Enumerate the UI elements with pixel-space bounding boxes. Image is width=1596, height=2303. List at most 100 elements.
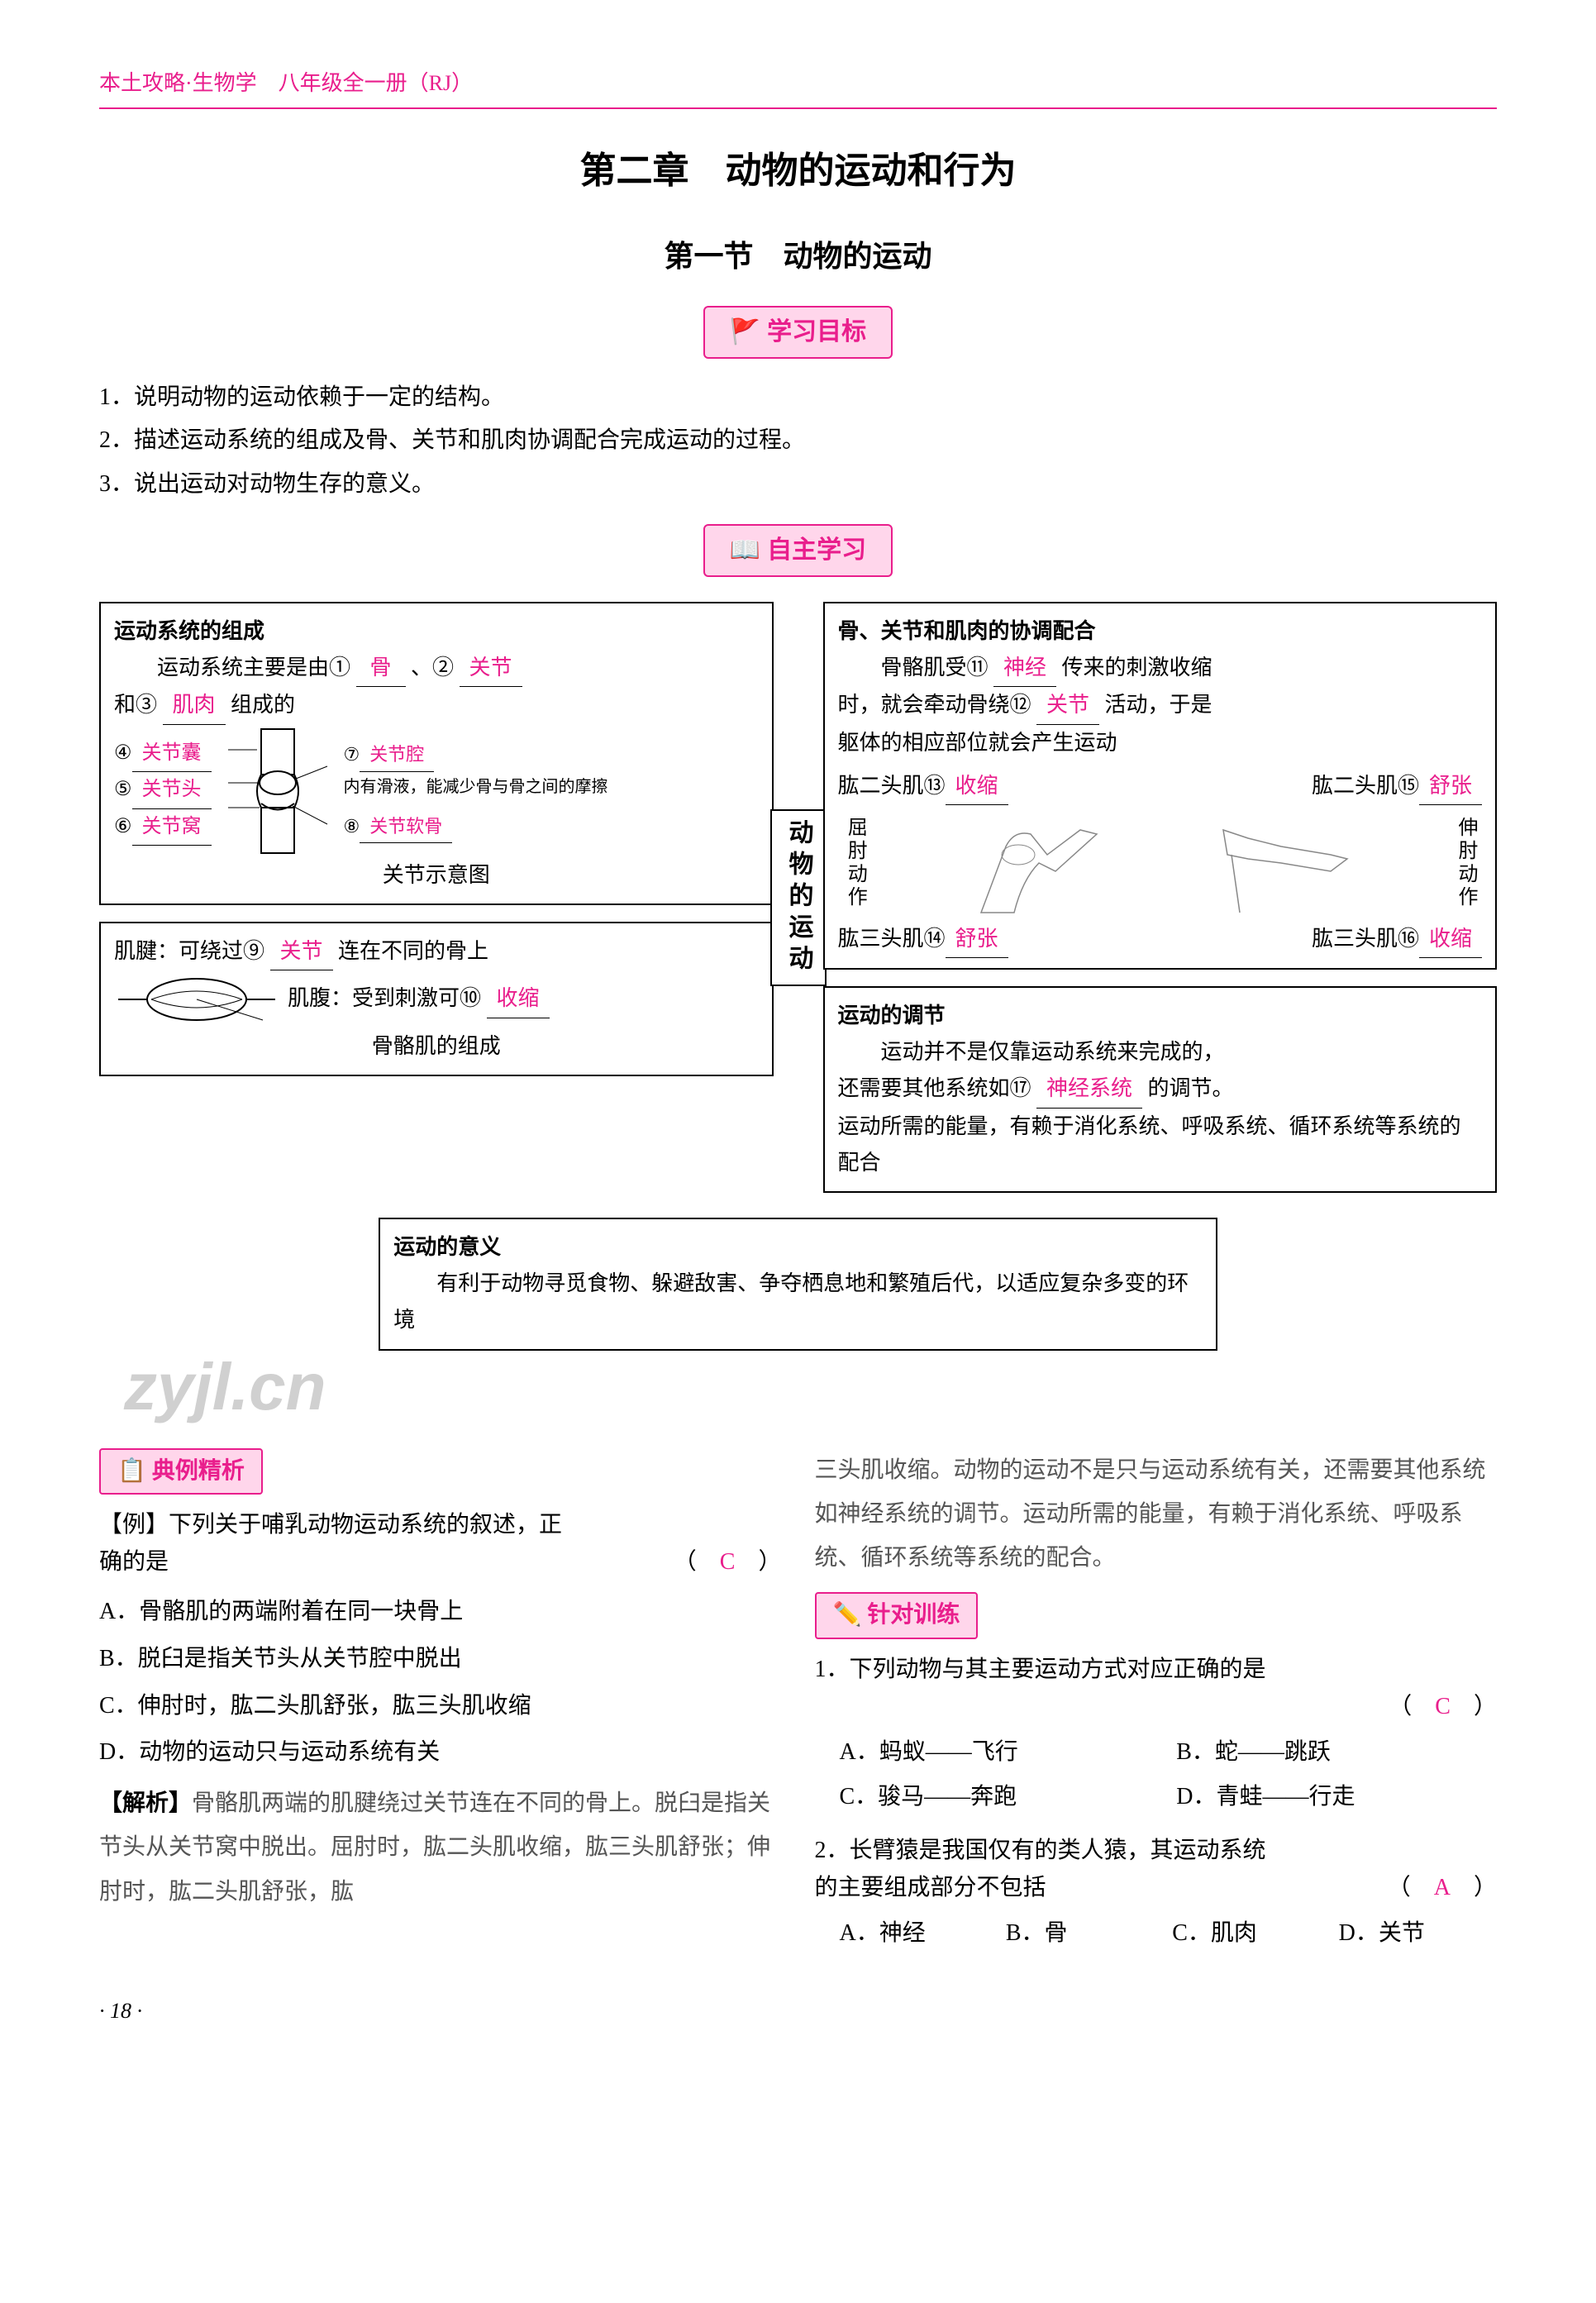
ans14: 舒张 [946,921,1008,958]
pr: ） [1451,1694,1497,1719]
practice-q1: 1．下列动物与其主要运动方式对应正确的是 （ C ） A．蚂蚁——飞行 B．蛇—… [815,1652,1498,1816]
box-coordination: 骨、关节和肌肉的协调配合 骨骼肌受⑪ 神经 传来的刺激收缩 时，就会牵动骨绕⑫ … [823,602,1498,970]
n4: ④ [114,742,132,764]
joint-svg [220,725,336,857]
triceps-row: 肱三头肌⑭舒张 肱三头肌⑯收缩 [838,921,1483,958]
joint-caption: 关节示意图 [114,857,759,894]
q2-stem2: 的主要组成部分不包括 [815,1870,1046,1907]
box2-line1: 肌腱：可绕过⑨ 关节 连在不同的骨上 [114,933,759,970]
example-heading: 典例精析 [99,1448,263,1495]
pl: （ [674,1549,720,1575]
joint-right-labels: ⑦关节腔 内有滑液，能减少骨与骨之间的摩擦 ⑧关节软骨 [344,738,608,843]
t: 骨骼肌受⑪ [838,656,989,679]
ans6: 关节窝 [132,809,212,846]
q2-D: D．关节 [1339,1915,1497,1953]
ex-paren: （ C ） [674,1544,782,1581]
q2-A: A．神经 [840,1915,998,1953]
ans12: 关节 [1036,687,1099,724]
ex-optB: B．脱臼是指关节头从关节腔中脱出 [99,1641,782,1678]
box3-l3: 躯体的相应部位就会产生运动 [838,725,1483,761]
box1-title: 运动系统的组成 [114,613,759,650]
t: 肌腹：受到刺激可⑩ [288,986,481,1010]
ex-answer: C [720,1549,736,1575]
q2-stem2-row: 的主要组成部分不包括 （ A ） [815,1870,1498,1907]
box4-l3: 运动所需的能量，有赖于消化系统、呼吸系统、循环系统等系统的配合 [838,1109,1483,1181]
t7b: 内有滑液，能减少骨与骨之间的摩擦 [344,772,608,802]
t: 传来的刺激收缩 [1062,656,1212,679]
t: 肱二头肌⑬ [838,774,946,798]
t: 和③ [114,693,157,717]
q1-paren: （ C ） [1389,1689,1497,1726]
box5-l1: 有利于动物寻觅食物、躲避敌害、争夺栖息地和繁殖后代，以适应复杂多变的环境 [393,1266,1203,1338]
q1-paren-row: （ C ） [815,1689,1498,1726]
ex-stem2-row: 确的是 （ C ） [99,1544,782,1581]
left-column: 典例精析 【例】下列关于哺乳动物运动系统的叙述，正 确的是 （ C ） A．骨骼… [99,1448,782,1969]
t: 运动系统主要是由① [114,656,350,679]
concept-map-left: 运动系统的组成 运动系统主要是由① 骨 、② 关节 和③ 肌肉 组成的 ④关节囊… [99,602,774,1193]
t: 时，就会牵动骨绕⑫ [838,693,1031,717]
page-number: · 18 · [99,1994,1497,2029]
ans1: 骨 [356,650,406,687]
q1-D: D．青蛙——行走 [1176,1779,1497,1816]
ans7: 关节腔 [360,738,434,772]
t: 肱三头肌⑯ [1312,927,1419,951]
example-question: 【例】下列关于哺乳动物运动系统的叙述，正 确的是 （ C ） [99,1507,782,1581]
objectives-label: 学习目标 [703,306,893,359]
practice-heading: 针对训练 [815,1592,979,1639]
q2-B: B．骨 [1006,1915,1164,1953]
biceps-row: 肱二头肌⑬收缩 肱二头肌⑮舒张 [838,768,1483,805]
q1-stem: 1．下列动物与其主要运动方式对应正确的是 [815,1652,1498,1689]
q1-B: B．蛇——跳跃 [1176,1734,1497,1771]
example-options: A．骨骼肌的两端附着在同一块骨上 B．脱臼是指关节头从关节腔中脱出 C．伸肘时，… [99,1594,782,1771]
ans3: 肌肉 [163,687,226,724]
box4-title: 运动的调节 [838,998,1483,1034]
pl: （ [1388,1875,1434,1900]
box-regulation: 运动的调节 运动并不是仅靠运动系统来完成的， 还需要其他系统如⑰ 神经系统 的调… [823,986,1498,1193]
analysis-label: 【解析】 [99,1790,192,1816]
q2-stem1: 2．长臂猿是我国仅有的类人猿，其运动系统 [815,1833,1498,1870]
practice-q2: 2．长臂猿是我国仅有的类人猿，其运动系统 的主要组成部分不包括 （ A ） A．… [815,1833,1498,1952]
section-title: 第一节 动物的运动 [99,233,1497,281]
box4-l2: 还需要其他系统如⑰ 神经系统 的调节。 [838,1070,1483,1108]
t: 还需要其他系统如⑰ [838,1076,1031,1100]
q2-paren: （ A ） [1388,1870,1497,1907]
n5: ⑤ [114,779,132,800]
ans9: 关节 [270,933,333,970]
objectives-list: 1．说明动物的运动依赖于一定的结构。 2．描述运动系统的组成及骨、关节和肌肉协调… [99,379,1497,503]
box1-line2: 和③ 肌肉 组成的 [114,687,759,724]
objective-2: 2．描述运动系统的组成及骨、关节和肌肉协调配合完成运动的过程。 [99,422,1497,460]
right-column: 三头肌收缩。动物的运动不是只与运动系统有关，还需要其他系统如神经系统的调节。运动… [815,1448,1498,1969]
analysis-text: 骨骼肌两端的肌腱绕过关节连在不同的骨上。脱臼是指关节头从关节窝中脱出。屈肘时，肱… [99,1790,770,1904]
ans16: 收缩 [1419,921,1482,958]
pr: ） [735,1549,781,1575]
concept-map-center: 动物的运动 [774,602,823,1193]
box3-title: 骨、关节和肌肉的协调配合 [838,613,1483,650]
box-significance: 运动的意义 有利于动物寻觅食物、躲避敌害、争夺栖息地和繁殖后代，以适应复杂多变的… [379,1218,1217,1351]
q1-answer: C [1435,1694,1451,1719]
muscle-svg [114,970,279,1028]
arm-extend-svg [1207,805,1355,921]
center-label: 动物的运动 [770,809,827,986]
two-column-area: 典例精析 【例】下列关于哺乳动物运动系统的叙述，正 确的是 （ C ） A．骨骼… [99,1448,1497,1969]
objective-3: 3．说出运动对动物生存的意义。 [99,466,1497,503]
box5-title: 运动的意义 [393,1229,1203,1266]
box-skeletal-muscle: 肌腱：可绕过⑨ 关节 连在不同的骨上 肌腹：受到刺激可⑩ 收缩 骨骼肌 [99,922,774,1076]
joint-diagram: ④关节囊 ⑤关节头 ⑥关节窝 ⑦关节腔 [114,725,759,857]
ans17: 神经系统 [1036,1070,1142,1108]
concept-map: 运动系统的组成 运动系统主要是由① 骨 、② 关节 和③ 肌肉 组成的 ④关节囊… [99,602,1497,1193]
pr: ） [1451,1875,1497,1900]
ans13: 收缩 [946,768,1008,805]
box4-l1: 运动并不是仅靠运动系统来完成的， [838,1034,1483,1070]
book-header: 本土攻略·生物学 八年级全一册（RJ） [99,66,1497,109]
arm-diagram-row: 屈肘动作 伸肘动作 [838,805,1483,921]
box3-l2: 时，就会牵动骨绕⑫ 关节 活动，于是 [838,687,1483,724]
n6: ⑥ [114,816,132,837]
t: 肌腱：可绕过⑨ [114,939,264,963]
chapter-title: 第二章 动物的运动和行为 [99,142,1497,200]
ex-optD: D．动物的运动只与运动系统有关 [99,1734,782,1771]
t: 肱二头肌⑮ [1312,774,1419,798]
selfstudy-banner: 自主学习 [99,524,1497,577]
t: 连在不同的骨上 [338,939,488,963]
t: 组成的 [231,693,295,717]
t: 的调节。 [1148,1076,1234,1100]
